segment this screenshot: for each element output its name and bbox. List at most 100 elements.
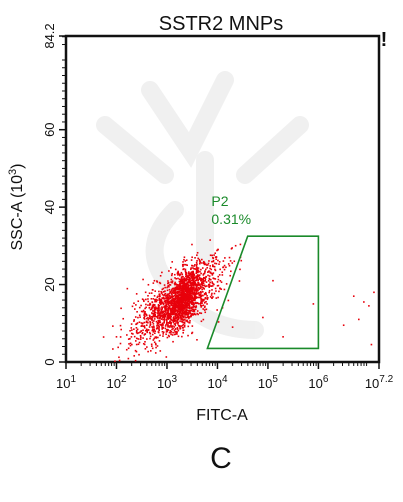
main-population-event bbox=[190, 299, 193, 302]
main-population-event bbox=[119, 342, 122, 345]
dense-core-event bbox=[179, 273, 182, 276]
main-population-event bbox=[167, 295, 169, 298]
scattered-event bbox=[262, 316, 264, 319]
main-population-event bbox=[161, 293, 164, 296]
main-population-event bbox=[136, 328, 139, 331]
main-population-event bbox=[182, 263, 184, 266]
dense-core-event bbox=[194, 293, 197, 295]
main-population-event bbox=[207, 283, 210, 286]
dense-core-event bbox=[174, 324, 177, 327]
dense-core-event bbox=[173, 320, 176, 323]
main-population-event bbox=[192, 308, 195, 311]
dense-core-event bbox=[176, 320, 178, 323]
dense-core-event bbox=[192, 278, 195, 280]
main-population-event bbox=[157, 304, 160, 306]
main-population-event bbox=[171, 297, 174, 299]
dense-core-event bbox=[190, 277, 192, 279]
main-population-event bbox=[163, 300, 166, 303]
dense-core-event bbox=[201, 262, 203, 264]
dense-core-event bbox=[183, 287, 185, 289]
dense-core-event bbox=[185, 294, 187, 297]
main-population-event bbox=[115, 336, 118, 338]
dense-core-event bbox=[184, 300, 187, 303]
dense-core-event bbox=[178, 285, 181, 288]
main-population-event bbox=[160, 318, 163, 320]
dense-core-event bbox=[181, 285, 183, 287]
main-population-event bbox=[137, 300, 140, 303]
dense-core-event bbox=[191, 298, 193, 300]
main-population-event bbox=[209, 272, 212, 274]
main-population-event bbox=[194, 302, 197, 304]
dense-core-event bbox=[176, 271, 179, 274]
main-population-event bbox=[161, 330, 164, 333]
main-population-event bbox=[183, 324, 186, 327]
main-population-event bbox=[163, 284, 166, 286]
main-population-event bbox=[159, 282, 162, 285]
main-population-event bbox=[133, 335, 136, 338]
dense-core-event bbox=[189, 309, 192, 312]
dense-core-event bbox=[187, 315, 189, 317]
main-population-event bbox=[217, 284, 220, 287]
dense-core-event bbox=[194, 268, 197, 270]
dense-core-event bbox=[185, 296, 187, 298]
dense-core-event bbox=[184, 303, 186, 306]
main-population-event bbox=[202, 300, 204, 302]
main-population-event bbox=[205, 281, 208, 283]
main-population-event bbox=[171, 300, 173, 303]
main-population-event bbox=[178, 278, 181, 281]
main-population-event bbox=[157, 319, 160, 322]
main-population-event bbox=[163, 320, 166, 323]
main-population-event bbox=[230, 247, 233, 250]
main-population-event bbox=[217, 278, 220, 281]
main-population-event bbox=[214, 269, 217, 272]
main-population-event bbox=[158, 304, 161, 307]
main-population-event bbox=[202, 318, 205, 321]
dense-core-event bbox=[179, 317, 182, 319]
main-population-event bbox=[174, 296, 177, 298]
dense-core-event bbox=[181, 293, 183, 295]
main-population-event bbox=[221, 274, 224, 276]
main-population-event bbox=[204, 278, 207, 280]
dense-core-event bbox=[167, 334, 170, 337]
main-population-event bbox=[155, 343, 157, 346]
main-population-event bbox=[218, 274, 221, 276]
main-population-event bbox=[231, 262, 234, 264]
dense-core-event bbox=[174, 315, 177, 318]
main-population-event bbox=[200, 305, 203, 307]
main-population-event bbox=[135, 329, 138, 332]
main-population-event bbox=[211, 285, 214, 287]
main-population-event bbox=[216, 284, 219, 287]
dense-core-event bbox=[202, 273, 205, 275]
x-tick-label: 101 bbox=[56, 374, 76, 391]
dense-core-event bbox=[201, 267, 204, 269]
dense-core-event bbox=[195, 289, 197, 292]
main-population-event bbox=[198, 287, 200, 290]
main-population-event bbox=[167, 306, 170, 309]
main-population-event bbox=[215, 258, 217, 260]
main-population-event bbox=[153, 295, 156, 297]
main-population-event bbox=[171, 310, 173, 312]
main-population-event bbox=[209, 267, 211, 270]
main-population-event bbox=[190, 290, 192, 293]
main-population-event bbox=[162, 333, 165, 335]
dense-core-event bbox=[197, 257, 200, 260]
main-population-event bbox=[156, 345, 159, 347]
main-population-event bbox=[136, 311, 138, 313]
watermark-emblem bbox=[96, 71, 309, 339]
dense-core-event bbox=[185, 308, 187, 311]
dense-core-event bbox=[173, 311, 175, 314]
main-population-event bbox=[147, 317, 149, 319]
main-population-event bbox=[153, 309, 156, 312]
main-population-event bbox=[202, 282, 205, 285]
dense-core-event bbox=[193, 305, 196, 308]
dense-core-event bbox=[187, 325, 190, 328]
main-population-event bbox=[151, 321, 154, 324]
dense-core-event bbox=[182, 323, 185, 326]
main-population-event bbox=[169, 284, 172, 286]
dense-core-event bbox=[180, 299, 182, 302]
dense-core-event bbox=[183, 322, 186, 324]
dense-core-event bbox=[195, 276, 198, 279]
dense-core-event bbox=[196, 284, 199, 287]
dense-core-event bbox=[190, 289, 193, 292]
dense-core-event bbox=[191, 296, 193, 299]
